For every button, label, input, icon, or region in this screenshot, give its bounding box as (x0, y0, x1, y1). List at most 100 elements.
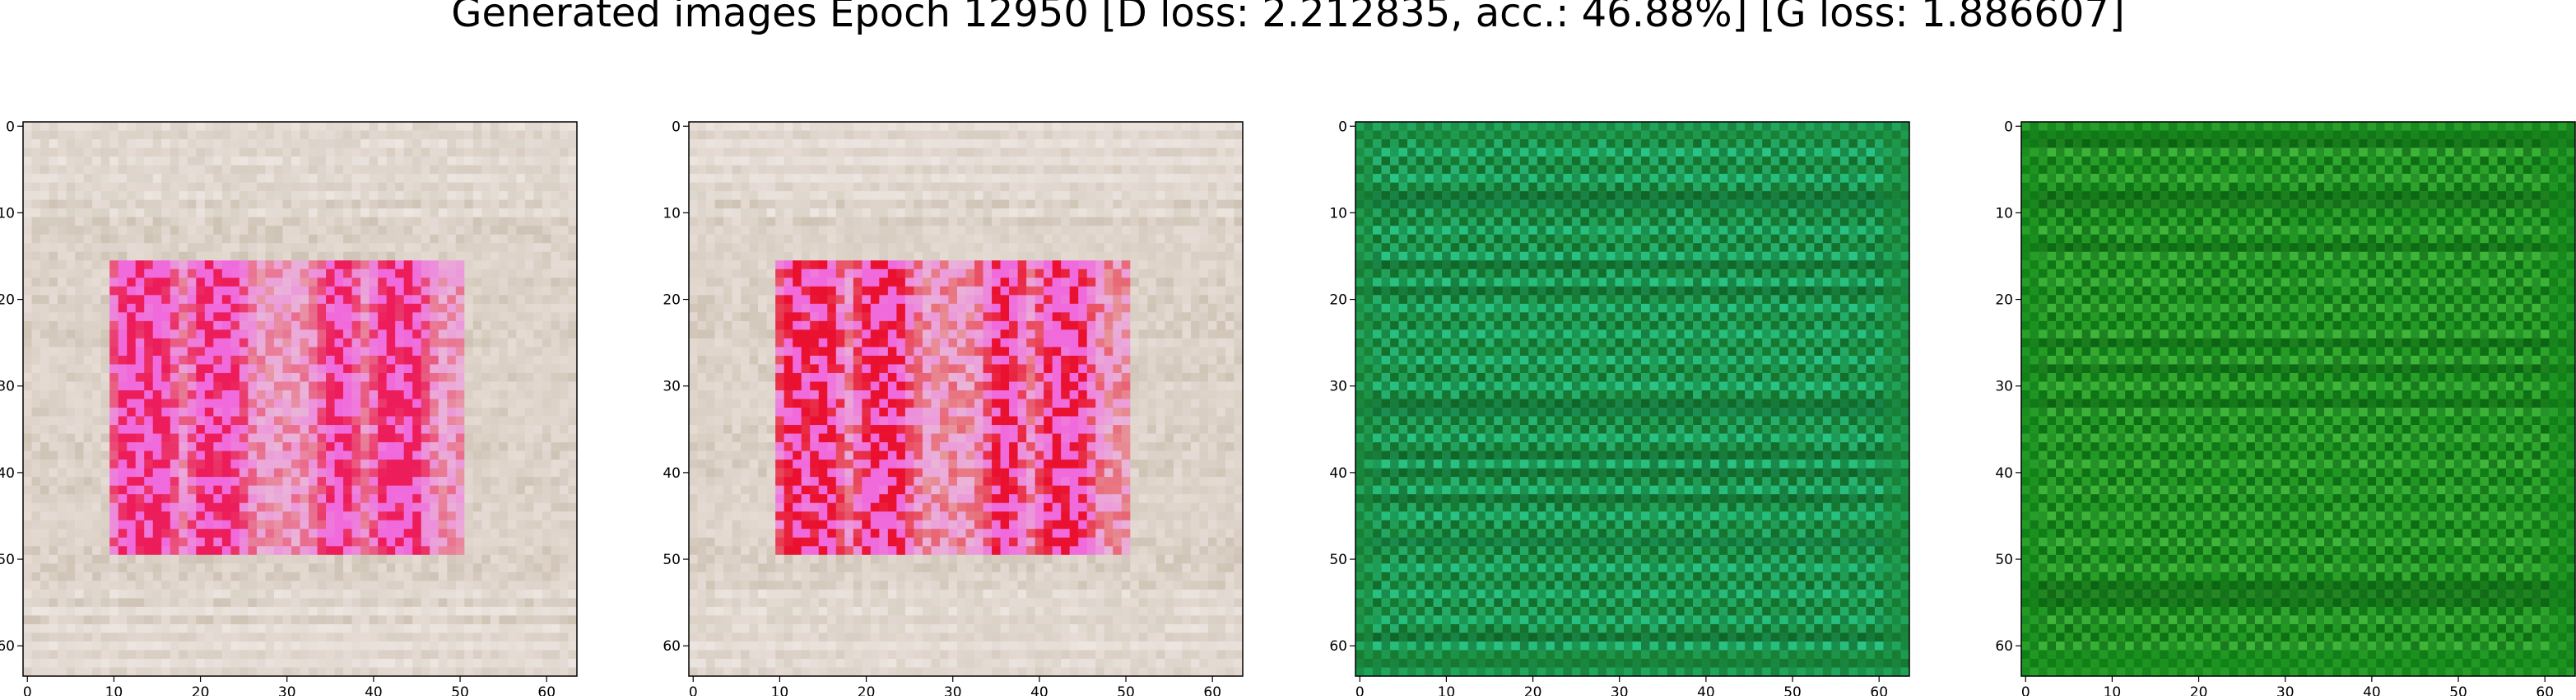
pixel (335, 460, 344, 469)
pixel (387, 252, 396, 261)
pixel (412, 356, 421, 365)
pixel (230, 122, 239, 131)
pixel (109, 166, 119, 175)
pixel (412, 235, 421, 244)
pixel (67, 278, 76, 287)
pixel (161, 139, 170, 148)
pixel (706, 156, 715, 166)
pixel (309, 217, 318, 226)
pixel (230, 329, 239, 338)
pixel (343, 338, 352, 348)
pixel (560, 399, 569, 408)
pixel (101, 148, 110, 157)
pixel (119, 183, 128, 192)
pixel (499, 667, 508, 676)
pixel (49, 642, 58, 651)
pixel (179, 235, 188, 244)
pixel (456, 183, 465, 192)
pixel (291, 590, 300, 599)
pixel (170, 408, 179, 417)
pixel (723, 217, 732, 226)
pixel (101, 364, 110, 373)
pixel (300, 329, 309, 338)
pixel (767, 183, 776, 192)
pixel (551, 217, 560, 226)
pixel (387, 373, 396, 382)
pixel (248, 347, 257, 356)
pixel (1156, 208, 1165, 217)
pixel (499, 269, 508, 278)
pixel (940, 200, 949, 209)
pixel (439, 451, 448, 460)
pixel (439, 295, 448, 304)
pixel (23, 166, 32, 175)
pixel (360, 364, 370, 373)
pixel (119, 632, 128, 642)
pixel (395, 321, 404, 330)
pixel (84, 667, 93, 676)
pixel (499, 572, 508, 581)
pixel (1199, 208, 1208, 217)
pixel (58, 139, 67, 148)
pixel (222, 191, 231, 200)
pixel (723, 148, 732, 157)
pixel (153, 494, 162, 503)
pixel (430, 572, 439, 581)
pixel (516, 278, 525, 287)
pixel (481, 373, 491, 382)
pixel (1122, 174, 1131, 183)
pixel (67, 131, 76, 140)
pixel (75, 347, 84, 356)
pixel (370, 208, 379, 217)
pixel (101, 260, 110, 269)
pixel (222, 667, 231, 676)
pixel (274, 442, 283, 451)
pixel (92, 650, 101, 659)
pixel (274, 659, 283, 668)
pixel (352, 260, 361, 269)
pixel (551, 200, 560, 209)
pixel (222, 451, 231, 460)
pixel (1095, 191, 1104, 200)
pixel (491, 486, 500, 495)
pixel (533, 347, 542, 356)
pixel (257, 183, 266, 192)
pixel (568, 156, 577, 166)
pixel (560, 460, 569, 469)
pixel (343, 356, 352, 365)
pixel (456, 287, 465, 296)
pixel (1216, 208, 1225, 217)
pixel (473, 632, 482, 642)
pixel (370, 329, 379, 338)
pixel (862, 226, 871, 235)
pixel (698, 217, 707, 226)
pixel (248, 122, 257, 131)
pixel (23, 590, 32, 599)
pixel (810, 226, 819, 235)
pixel (1225, 148, 1235, 157)
pixel (568, 555, 577, 564)
pixel (1122, 139, 1131, 148)
pixel (213, 399, 222, 408)
pixel (404, 642, 413, 651)
pixel (836, 139, 845, 148)
pixel (32, 555, 41, 564)
pixel (378, 243, 387, 252)
pixel (378, 460, 387, 469)
pixel (170, 546, 179, 555)
pixel (136, 321, 145, 330)
pixel (430, 269, 439, 278)
pixel (499, 399, 508, 408)
pixel (508, 235, 517, 244)
pixel (447, 529, 456, 538)
pixel (32, 546, 41, 555)
pixel (67, 546, 76, 555)
pixel (508, 417, 517, 426)
pixel (32, 191, 41, 200)
pixel (92, 381, 101, 390)
pixel (136, 200, 145, 209)
pixel (282, 624, 291, 633)
pixel (784, 183, 793, 192)
pixel (23, 252, 32, 261)
pixel (1182, 174, 1191, 183)
